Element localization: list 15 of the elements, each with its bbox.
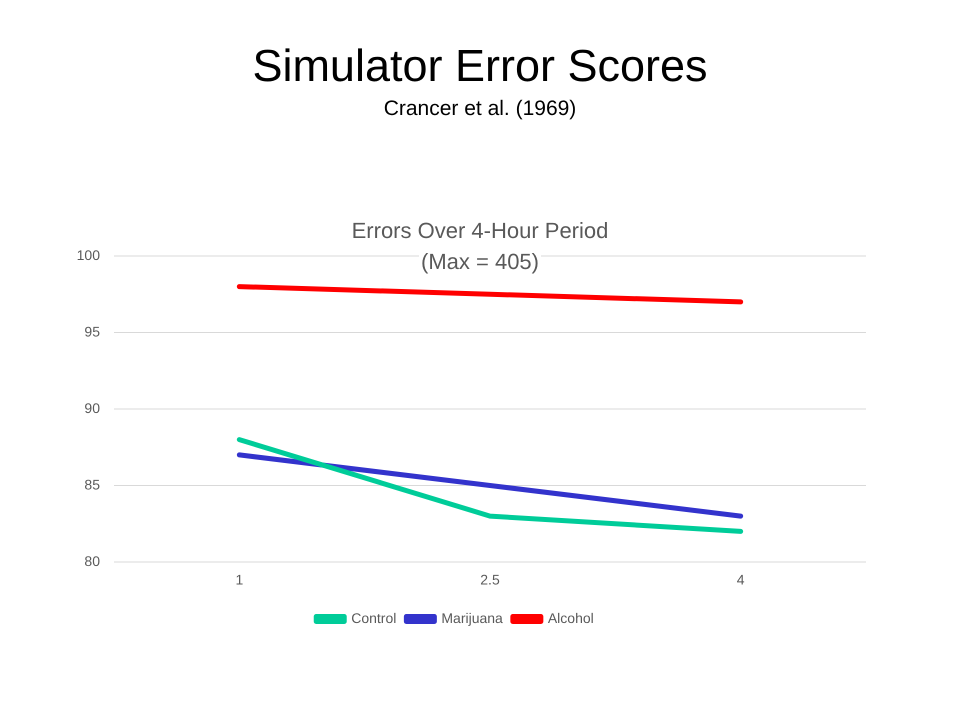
text: Errors Over 4-Hour Period — [352, 218, 608, 244]
y-tick-label: 95 — [84, 323, 100, 340]
x-tick-label: 2.5 — [480, 571, 500, 588]
x-tick-label: 1 — [235, 571, 244, 588]
y-tick-label: 100 — [76, 246, 100, 263]
y-tick-label: 80 — [84, 552, 100, 569]
legend-label: Alcohol — [548, 610, 594, 626]
y-tick-label: 90 — [84, 400, 100, 416]
chart-subtitle: Crancer et al. (1969) — [382, 96, 578, 122]
y-tick-label: 85 — [84, 476, 100, 492]
annotation: (Max = 405) — [421, 249, 539, 274]
legend-label: Marijuana — [441, 610, 504, 626]
chart-title: Simulator Error Scores — [251, 39, 709, 93]
legend-label: Control — [351, 610, 396, 626]
x-tick-label: 4 — [736, 571, 745, 588]
